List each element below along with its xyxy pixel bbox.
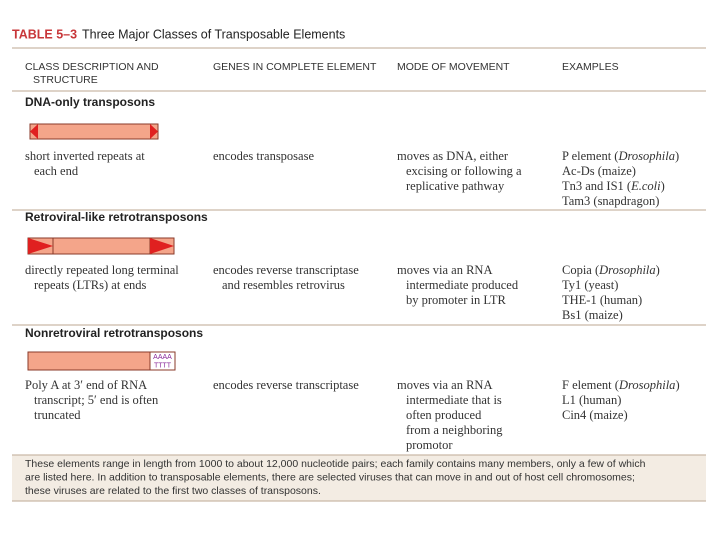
cell-text: often produced — [406, 408, 482, 422]
cell-text: truncated — [34, 408, 81, 422]
cell-text: Poly A at 3′ end of RNA — [25, 378, 147, 392]
cell-text: short inverted repeats at — [25, 149, 145, 163]
cell-text-part: ) — [675, 149, 679, 163]
cell-text: encodes reverse transcriptase — [213, 263, 359, 277]
column-header: GENES IN COMPLETE ELEMENT — [213, 61, 377, 73]
footnote: these viruses are related to the first t… — [25, 485, 321, 497]
cell-text: Cin4 (maize) — [562, 408, 628, 422]
cell-text: Ty1 (yeast) — [562, 278, 618, 292]
cell-text: Copia (Drosophila) — [562, 263, 660, 277]
cell-text: THE-1 (human) — [562, 293, 642, 307]
cell-text-part: F element ( — [562, 378, 619, 392]
cell-text-part: ) — [656, 263, 660, 277]
cell-text: transcript; 5′ end is often — [34, 393, 159, 407]
footnote-bg — [12, 455, 706, 501]
cell-text: by promoter in LTR — [406, 293, 507, 307]
dna-transposon-diagram — [29, 123, 159, 140]
cell-text: Bs1 (maize) — [562, 308, 623, 322]
section-name: DNA-only transposons — [25, 95, 155, 109]
column-header: CLASS DESCRIPTION AND — [25, 61, 159, 73]
cell-text-part: P element ( — [562, 149, 618, 163]
cell-text-part: E.coli — [630, 179, 661, 193]
cell-text: encodes transposase — [213, 149, 314, 163]
column-header: STRUCTURE — [33, 74, 98, 86]
cell-text: moves via an RNA — [397, 263, 492, 277]
cell-text: F element (Drosophila) — [562, 378, 680, 392]
footnote: are listed here. In addition to transpos… — [25, 471, 635, 483]
cell-text: directly repeated long terminal — [25, 263, 179, 277]
cell-text: excising or following a — [406, 164, 522, 178]
ltr-retrotransposon-diagram — [27, 237, 175, 255]
table-label: TABLE 5–3 — [12, 27, 77, 41]
cell-text: moves as DNA, either — [397, 149, 509, 163]
cell-text-part: Drosophila — [598, 263, 656, 277]
cell-text: moves via an RNA — [397, 378, 492, 392]
cell-text: Ac-Ds (maize) — [562, 164, 636, 178]
cell-text: intermediate produced — [406, 278, 519, 292]
cell-text-part: Tn3 and IS1 ( — [562, 179, 631, 193]
table-title: Three Major Classes of Transposable Elem… — [82, 27, 345, 41]
cell-text-part: ) — [675, 378, 679, 392]
cell-text-part: Copia ( — [562, 263, 599, 277]
nonltr-retrotransposon-diagram — [27, 351, 176, 371]
cell-text: promotor — [406, 438, 453, 452]
cell-text: intermediate that is — [406, 393, 502, 407]
column-header: EXAMPLES — [562, 61, 619, 73]
cell-text: Tam3 (snapdragon) — [562, 194, 659, 208]
cell-text: Tn3 and IS1 (E.coli) — [562, 179, 665, 193]
cell-text: P element (Drosophila) — [562, 149, 679, 163]
section-name: Retroviral-like retrotransposons — [25, 210, 208, 224]
poly-t-label: TTTT — [154, 362, 172, 369]
cell-text-part: Drosophila — [617, 149, 675, 163]
poly-a-label: AAAA — [153, 354, 172, 361]
section-name: Nonretroviral retrotransposons — [25, 326, 203, 340]
column-header: MODE OF MOVEMENT — [397, 61, 510, 73]
cell-text: encodes reverse transcriptase — [213, 378, 359, 392]
cell-text: from a neighboring — [406, 423, 503, 437]
cell-text: L1 (human) — [562, 393, 621, 407]
cell-text: and resembles retrovirus — [222, 278, 345, 292]
cell-text-part: Drosophila — [618, 378, 676, 392]
footnote: These elements range in length from 1000… — [25, 458, 646, 470]
cell-text: each end — [34, 164, 79, 178]
cell-text-part: ) — [661, 179, 665, 193]
cell-text: replicative pathway — [406, 179, 505, 193]
cell-text: repeats (LTRs) at ends — [34, 278, 146, 292]
